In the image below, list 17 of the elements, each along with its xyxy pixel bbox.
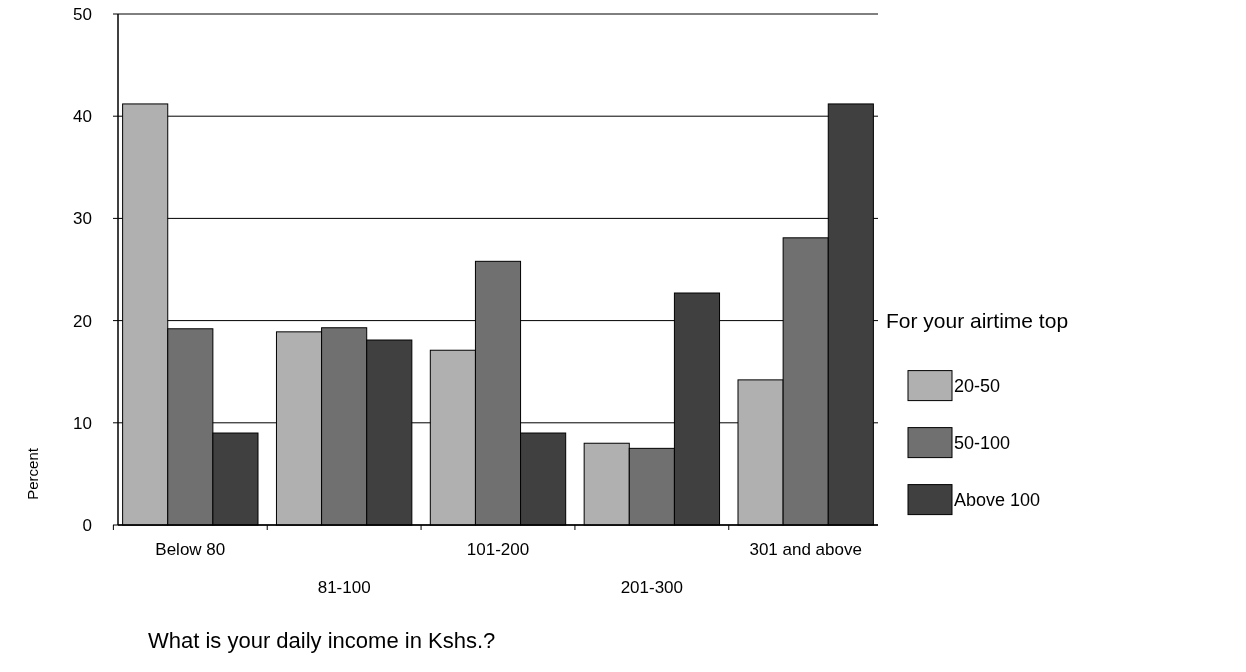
x-axis-title: What is your daily income in Kshs.?: [148, 628, 496, 653]
y-tick-label: 30: [73, 209, 92, 229]
y-tick-label: 20: [73, 311, 92, 331]
x-tick-label: Below 80: [155, 540, 226, 559]
legend-label: 20-50: [954, 375, 1001, 396]
legend-title: For your airtime top: [886, 308, 1069, 332]
legend-label: Above 100: [954, 489, 1041, 510]
y-tick-label: 50: [73, 4, 92, 24]
y-tick-label: 10: [73, 413, 92, 433]
y-tick-label: 0: [82, 515, 92, 535]
x-tick-label: 201-300: [620, 578, 684, 597]
y-tick-label: 40: [73, 107, 92, 127]
x-tick-label: 301 and above: [749, 540, 862, 559]
x-tick-label: 81-100: [317, 578, 371, 597]
x-tick-label: 101-200: [466, 540, 530, 559]
y-axis-title: Percent: [24, 447, 41, 500]
legend-label: 50-100: [954, 432, 1011, 453]
